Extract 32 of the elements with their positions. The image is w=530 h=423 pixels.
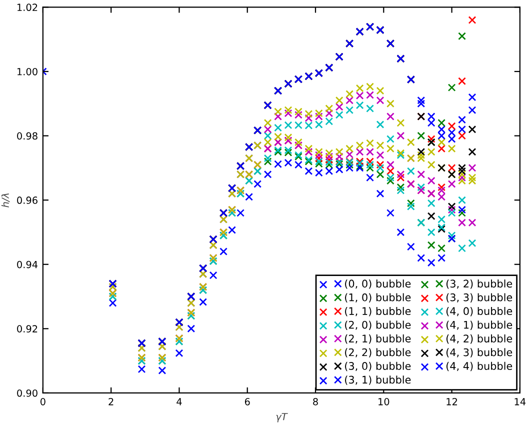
legend-label: (0, 0) bubble: [345, 280, 411, 289]
legend-label: (4, 2) bubble: [446, 334, 512, 344]
y-tick-label: 1.00: [17, 68, 38, 76]
legend-label: (3, 1) bubble: [345, 376, 411, 385]
x-tick-label: 6: [244, 398, 250, 406]
y-tick-label: 1.02: [17, 4, 38, 12]
x-axis-title: γT: [276, 413, 288, 422]
y-tick-label: 0.98: [17, 132, 38, 140]
legend-label: (3, 3) bubble: [446, 293, 512, 303]
x-tick-label: 4: [176, 398, 182, 406]
legend-label: (4, 3) bubble: [446, 348, 512, 358]
x-tick-label: 2: [108, 398, 114, 406]
legend-label: (2, 0) bubble: [345, 320, 411, 330]
legend-label: (2, 2) bubble: [345, 348, 411, 358]
x-tick-label: 12: [446, 398, 457, 406]
x-tick-label: 8: [313, 398, 318, 406]
legend-label: (3, 0) bubble: [345, 362, 411, 372]
x-tick-label: 10: [378, 398, 390, 406]
x-tick-label: 14: [514, 398, 526, 406]
legend-label: (4, 1) bubble: [446, 320, 512, 330]
y-tick-label: 0.96: [17, 196, 38, 204]
legend-label: (4, 0) bubble: [446, 306, 512, 316]
y-tick-label: 0.92: [17, 325, 38, 333]
legend-label: (4, 4) bubble: [446, 362, 512, 372]
legend-label: (1, 0) bubble: [345, 293, 411, 303]
y-axis-title: h/λ: [1, 193, 10, 208]
legend-label: (2, 1) bubble: [345, 334, 411, 344]
y-tick-label: 0.90: [17, 389, 38, 397]
y-tick-label: 0.94: [17, 260, 38, 268]
x-tick-label: 0: [40, 398, 46, 406]
legend-label: (1, 1) bubble: [345, 306, 411, 316]
legend-label: (3, 2) bubble: [446, 280, 512, 289]
